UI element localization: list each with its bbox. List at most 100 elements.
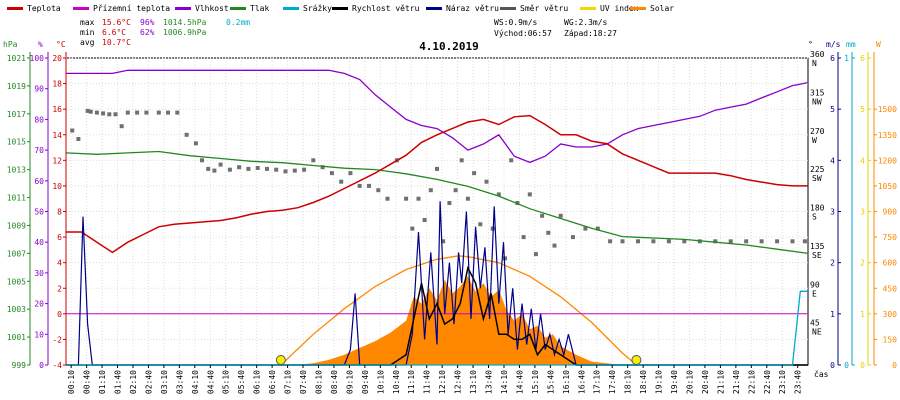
wind-direction-point <box>571 235 575 240</box>
unit-rain: mm <box>846 40 856 49</box>
wind-direction-point <box>422 218 427 222</box>
unit-time: čas <box>814 369 829 379</box>
humidity-tick-label: 30 <box>34 269 44 278</box>
direction-tick-dir: NW <box>812 97 822 106</box>
wind-direction-point <box>367 183 371 188</box>
x-tick-label: 19:40 <box>670 370 679 394</box>
direction-tick-deg: 315 <box>810 88 825 97</box>
wind-direction-point <box>441 239 446 244</box>
legend-swatch <box>283 7 299 10</box>
legend-item: Přízemní teplota <box>73 4 170 13</box>
stat-sunrise: Východ:06:57 <box>494 29 552 38</box>
stat-min_label: min <box>80 28 95 37</box>
wind-direction-point <box>227 167 232 172</box>
wind-direction-point <box>311 158 316 163</box>
wind-direction-point <box>265 166 269 171</box>
wind-direction-point <box>759 239 764 244</box>
uv-tick-label: 0 <box>860 361 865 370</box>
humidity-tick-label: 100 <box>30 54 45 63</box>
x-tick-label: 23:40 <box>794 370 803 394</box>
temperature-tick-label: 18 <box>52 80 62 89</box>
legend-item: Tlak <box>230 4 269 13</box>
wind-direction-point <box>292 168 297 173</box>
direction-tick-deg: 270 <box>810 127 825 136</box>
wind-direction-point <box>540 213 545 218</box>
wind-direction-point <box>107 112 112 117</box>
wind-direction-point <box>558 213 563 218</box>
x-tick-label: 10:10 <box>376 370 385 394</box>
wind-direction-point <box>496 192 501 197</box>
wind-direction-point <box>94 110 99 115</box>
legend-label: Přízemní teplota <box>93 4 170 13</box>
stat-max_rain: 0.2mm <box>226 18 250 27</box>
temperature-tick-label: 8 <box>57 208 62 217</box>
wind-direction-point <box>193 141 198 146</box>
solar-tick-label: 0 <box>892 361 897 370</box>
x-tick-label: 08:40 <box>330 370 339 394</box>
stat-max_hum: 96% <box>140 18 155 27</box>
legend-swatch <box>230 7 246 10</box>
temperature-tick-label: 10 <box>52 182 62 191</box>
wind-direction-point <box>255 166 260 170</box>
wind-direction-point <box>76 137 81 141</box>
wind-direction-point <box>329 171 334 176</box>
stat-wg: WG:2.3m/s <box>564 18 608 27</box>
solar-tick-label: 600 <box>883 259 898 268</box>
wind-direction-point <box>302 167 307 172</box>
stat-max_temp: 15.6°C <box>102 18 131 27</box>
x-tick-label: 05:40 <box>237 370 246 394</box>
rain-tick-label: 1 <box>844 54 849 63</box>
uv-tick-label: 4 <box>860 156 865 165</box>
plot-area <box>65 57 809 366</box>
x-tick-label: 17:40 <box>608 370 617 394</box>
x-tick-label: 20:10 <box>686 370 695 394</box>
x-tick-label: 08:10 <box>315 370 324 394</box>
legend-label: Vlhkost <box>195 4 229 13</box>
wind-direction-point <box>533 252 538 257</box>
legend-label: Tlak <box>250 4 269 13</box>
direction-tick-deg: 225 <box>810 165 825 174</box>
series-pressure <box>65 150 809 255</box>
x-tick-label: 15:10 <box>531 370 540 394</box>
direction-tick-dir: W <box>812 136 817 145</box>
stat-max_press: 1014.5hPa <box>163 18 207 27</box>
wind-direction-point <box>713 239 718 244</box>
x-tick-label: 13:10 <box>469 370 478 394</box>
temperature-tick-label: 20 <box>52 54 62 63</box>
wind-direction-point <box>527 192 532 197</box>
legend-swatch <box>630 7 646 10</box>
x-tick-label: 21:10 <box>716 370 725 394</box>
x-tick-label: 14:40 <box>515 370 524 394</box>
wind-direction-point <box>339 179 344 184</box>
x-tick-label: 20:40 <box>701 370 710 394</box>
x-tick-label: 06:10 <box>253 370 262 394</box>
wind-direction-point <box>404 196 409 201</box>
rain-tick-label: 0 <box>844 361 849 370</box>
pressure-tick-label: 1019 <box>7 82 26 91</box>
x-tick-label: 01:10 <box>98 370 107 394</box>
series-humidity <box>66 69 809 164</box>
x-tick-label: 16:40 <box>577 370 586 394</box>
x-tick-label: 02:40 <box>144 370 153 394</box>
wind-direction-point <box>206 166 211 171</box>
wind-direction-point <box>166 110 170 115</box>
humidity-tick-label: 70 <box>34 146 44 155</box>
solar-tick-label: 1050 <box>878 182 897 191</box>
wind-direction-point <box>156 110 161 115</box>
temperature-tick-label: -2 <box>52 335 62 344</box>
x-tick-label: 05:10 <box>222 370 231 394</box>
wind-direction-point <box>320 165 325 170</box>
stat-avg_temp: 10.7°C <box>102 38 131 47</box>
temperature-tick-label: 0 <box>57 310 62 319</box>
wind-direction-point <box>666 239 671 244</box>
wind-direction-point <box>237 165 242 170</box>
pressure-tick-label: 1001 <box>7 333 26 342</box>
unit-solar: W <box>876 40 881 49</box>
series-temperature <box>66 114 808 254</box>
pressure-tick-label: 1017 <box>7 110 26 119</box>
temperature-tick-label: -4 <box>52 361 62 370</box>
x-tick-label: 15:40 <box>546 370 555 394</box>
series-rain <box>66 290 808 366</box>
chart-title: 4.10.2019 <box>419 40 479 53</box>
unit-temperature: °C <box>56 40 66 49</box>
